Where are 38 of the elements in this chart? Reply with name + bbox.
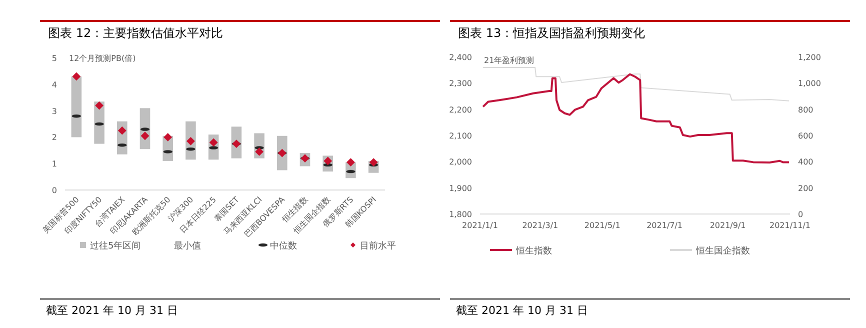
annotation: 12个月预测PB(倍) [69, 54, 136, 63]
x-tick-label: 2021/1/1 [462, 221, 498, 230]
y2-tick-label: 800 [798, 105, 814, 114]
x-tick-label: 2021/9/1 [710, 221, 746, 230]
chart-title: 图表 13：恒指及国指盈利预期变化 [458, 26, 646, 40]
x-tick-label: 2021/5/1 [584, 221, 620, 230]
x-tick-label: 2021/3/1 [522, 221, 558, 230]
y2-tick-label: 200 [798, 184, 814, 193]
y-tick-label: 2 [52, 133, 57, 142]
legend-label: 过往5年区间 [90, 240, 141, 252]
y-tick-label: 1 [52, 160, 57, 169]
y-tick-label: 2,100 [449, 132, 472, 140]
x-tick-label: 2021/7/1 [646, 221, 683, 230]
y-tick-label: 2,200 [449, 105, 472, 114]
text: 截至 2021 年 10 月 31 日 [46, 304, 178, 317]
y-tick-label: 0 [52, 186, 57, 195]
y-tick-label: 2,400 [449, 53, 472, 62]
y-tick-label: 3 [52, 106, 57, 116]
y2-tick-label: 400 [798, 158, 814, 167]
y2-tick-label: 600 [798, 132, 814, 140]
y-tick-label: 5 [52, 54, 57, 63]
text: 最小值 [174, 240, 201, 252]
y-tick-label: 1,900 [449, 184, 472, 193]
y2-tick-label: 1,000 [798, 79, 821, 88]
legend-label: 中位数 [270, 240, 297, 252]
y-tick-label: 1,800 [449, 210, 472, 219]
y-tick-label: 4 [52, 80, 57, 90]
y2-tick-label: 0 [798, 210, 804, 219]
y2-tick-label: 1,200 [798, 53, 821, 62]
y-tick-label: 2,000 [449, 158, 472, 167]
legend-label: 目前水平 [360, 240, 396, 252]
annotation: 21年盈利预测 [484, 56, 534, 65]
text: 截至 2021 年 10 月 31 日 [456, 304, 588, 317]
chart-title: 图表 12：主要指数估值水平对比 [48, 26, 224, 40]
legend-label: 恒生指数 [515, 246, 552, 256]
y-tick-label: 2,300 [449, 79, 472, 88]
x-tick-label: 2021/11/1 [769, 221, 811, 230]
legend-label: 恒生国企指数 [695, 246, 750, 256]
